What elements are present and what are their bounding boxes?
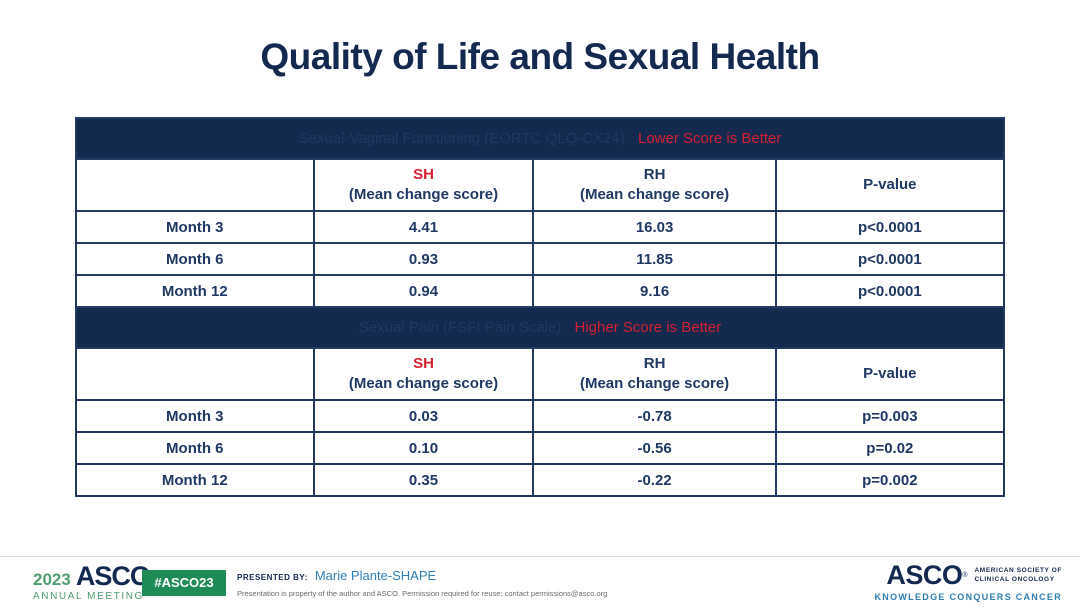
table-row: Month 3 4.41 16.03 p<0.0001: [75, 210, 1006, 244]
sh-label: SH: [413, 354, 434, 372]
p-value: p<0.0001: [774, 274, 1006, 308]
pvalue-column-header: P-value: [774, 347, 1006, 401]
section-1-heading-note: Lower Score is Better: [638, 130, 782, 147]
p-value: p<0.0001: [774, 210, 1006, 244]
rh-value: -0.56: [532, 431, 777, 465]
row-label: Month 6: [75, 431, 315, 465]
p-value: p=0.003: [774, 399, 1006, 433]
table-row: Month 12 0.94 9.16 p<0.0001: [75, 274, 1006, 308]
presented-by-label: PRESENTED BY:: [237, 573, 308, 582]
column-header-row: SH (Mean change score) RH (Mean change s…: [75, 158, 1006, 212]
disclaimer-text: Presentation is property of the author a…: [237, 589, 608, 598]
rh-value: -0.78: [532, 399, 777, 433]
rh-value: 11.85: [532, 242, 777, 276]
rh-value: 9.16: [532, 274, 777, 308]
slide-title: Quality of Life and Sexual Health: [260, 36, 820, 77]
sh-value: 0.35: [312, 463, 535, 497]
rh-column-header: RH (Mean change score): [532, 347, 777, 401]
p-value: p<0.0001: [774, 242, 1006, 276]
sh-value: 0.93: [312, 242, 535, 276]
presenter-name: Marie Plante-SHAPE: [314, 568, 437, 583]
section-1-band: Sexual-Vaginal Functioning (EORTC QLQ-CX…: [75, 117, 1005, 160]
sh-value: 0.03: [312, 399, 535, 433]
sh-value: 0.94: [312, 274, 535, 308]
society-name-line1: AMERICAN SOCIETY OF: [974, 566, 1062, 574]
registered-mark: ®: [962, 572, 968, 579]
section-1-heading: Sexual-Vaginal Functioning (EORTC QLQ-CX…: [298, 130, 629, 147]
presented-by-block: PRESENTED BY: Marie Plante-SHAPE Present…: [237, 568, 607, 598]
p-value: p=0.02: [774, 431, 1006, 465]
table-row: Month 12 0.35 -0.22 p=0.002: [75, 463, 1006, 497]
section-2-band: Sexual Pain (FSFI Pain Scale): Higher Sco…: [75, 306, 1005, 349]
p-value: p=0.002: [774, 463, 1006, 497]
table-row: Month 3 0.03 -0.78 p=0.003: [75, 399, 1006, 433]
meeting-year: 2023: [33, 570, 71, 589]
sh-label: SH: [413, 165, 434, 183]
annual-meeting-label: ANNUAL MEETING: [33, 591, 144, 602]
row-label: Month 6: [75, 242, 315, 276]
rh-label: RH: [643, 354, 666, 372]
footer-divider: [0, 556, 1080, 557]
row-label: Month 3: [75, 399, 315, 433]
rh-column-header: RH (Mean change score): [532, 158, 777, 212]
sh-value: 0.10: [312, 431, 535, 465]
rh-label: RH: [643, 165, 666, 183]
sh-column-header: SH (Mean change score): [312, 158, 535, 212]
society-name-line2: CLINICAL ONCOLOGY: [974, 575, 1055, 583]
row-label: Month 12: [75, 463, 315, 497]
asco-tagline: KNOWLEDGE CONQUERS CANCER: [874, 592, 1062, 602]
column-header-row: SH (Mean change score) RH (Mean change s…: [75, 347, 1006, 401]
section-band-row: Sexual-Vaginal Functioning (EORTC QLQ-CX…: [75, 117, 1005, 160]
empty-header-cell: [75, 158, 315, 212]
pvalue-column-header: P-value: [774, 158, 1006, 212]
asco-wordmark: ASCO: [75, 561, 151, 591]
sh-sublabel: (Mean change score): [348, 186, 499, 203]
rh-sublabel: (Mean change score): [579, 186, 730, 203]
hashtag-badge: #ASCO23: [142, 570, 226, 596]
rh-value: 16.03: [532, 210, 777, 244]
results-table: Sexual-Vaginal Functioning (EORTC QLQ-CX…: [75, 117, 1006, 497]
section-2-heading-note: Higher Score is Better: [574, 319, 722, 336]
row-label: Month 3: [75, 210, 315, 244]
sh-column-header: SH (Mean change score): [312, 347, 535, 401]
asco-society-logo: ASCO ® AMERICAN SOCIETY OF CLINICAL ONCO…: [874, 560, 1062, 603]
empty-header-cell: [75, 347, 315, 401]
asco-wordmark: ASCO: [886, 560, 963, 590]
row-label: Month 12: [75, 274, 315, 308]
sh-value: 4.41: [312, 210, 535, 244]
section-2-heading: Sexual Pain (FSFI Pain Scale):: [358, 319, 566, 336]
rh-value: -0.22: [532, 463, 777, 497]
rh-sublabel: (Mean change score): [579, 375, 730, 392]
annual-meeting-logo: 2023 ASCO ® ANNUAL MEETING: [33, 561, 156, 603]
table-row: Month 6 0.10 -0.56 p=0.02: [75, 431, 1006, 465]
section-band-row: Sexual Pain (FSFI Pain Scale): Higher Sco…: [75, 306, 1005, 349]
table-row: Month 6 0.93 11.85 p<0.0001: [75, 242, 1006, 276]
sh-sublabel: (Mean change score): [348, 375, 499, 392]
